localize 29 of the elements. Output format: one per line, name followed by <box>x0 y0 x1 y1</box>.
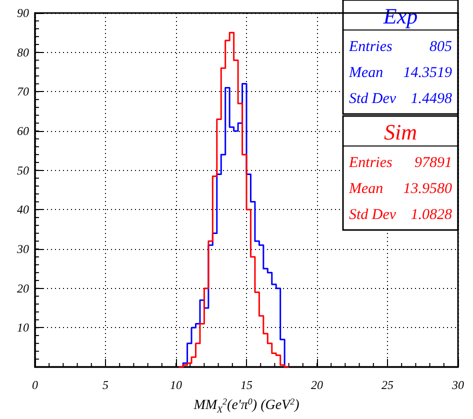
annotation: Entries <box>348 155 392 171</box>
y-tick-label: 30 <box>16 242 29 256</box>
y-tick-label: 80 <box>17 45 29 60</box>
x-tick-label: 30 <box>451 378 464 392</box>
x-tick-label: 25 <box>382 378 394 392</box>
x-tick-label: 5 <box>102 378 108 392</box>
y-tick-label: 40 <box>17 202 29 217</box>
y-tick-label: 10 <box>17 320 29 335</box>
annotation: Std Dev <box>349 91 396 107</box>
x-tick-label: 0 <box>32 378 38 392</box>
annotation: 14.3519 <box>403 65 452 81</box>
text: Sim <box>384 120 417 144</box>
x-tick-label: 15 <box>240 378 252 392</box>
x-tick-label: 20 <box>311 378 323 392</box>
annotation: 1.4498 <box>410 91 452 107</box>
annotation: Mean <box>348 65 384 81</box>
annotation: 1.0828 <box>410 207 452 223</box>
y-tick-label: 60 <box>17 124 29 138</box>
y-tick-label: 70 <box>17 84 29 99</box>
y-tick-label: 50 <box>17 163 29 178</box>
y-tick-label: 20 <box>17 281 29 296</box>
annotation: 805 <box>430 39 452 55</box>
annotation: 97891 <box>414 155 452 171</box>
annotation: 13.9580 <box>403 181 452 197</box>
annotation: Mean <box>348 181 384 197</box>
annotation: Entries <box>348 39 392 55</box>
y-tick-label: 90 <box>17 6 29 20</box>
annotation: Std Dev <box>349 207 396 223</box>
x-tick-label: 10 <box>170 378 182 392</box>
